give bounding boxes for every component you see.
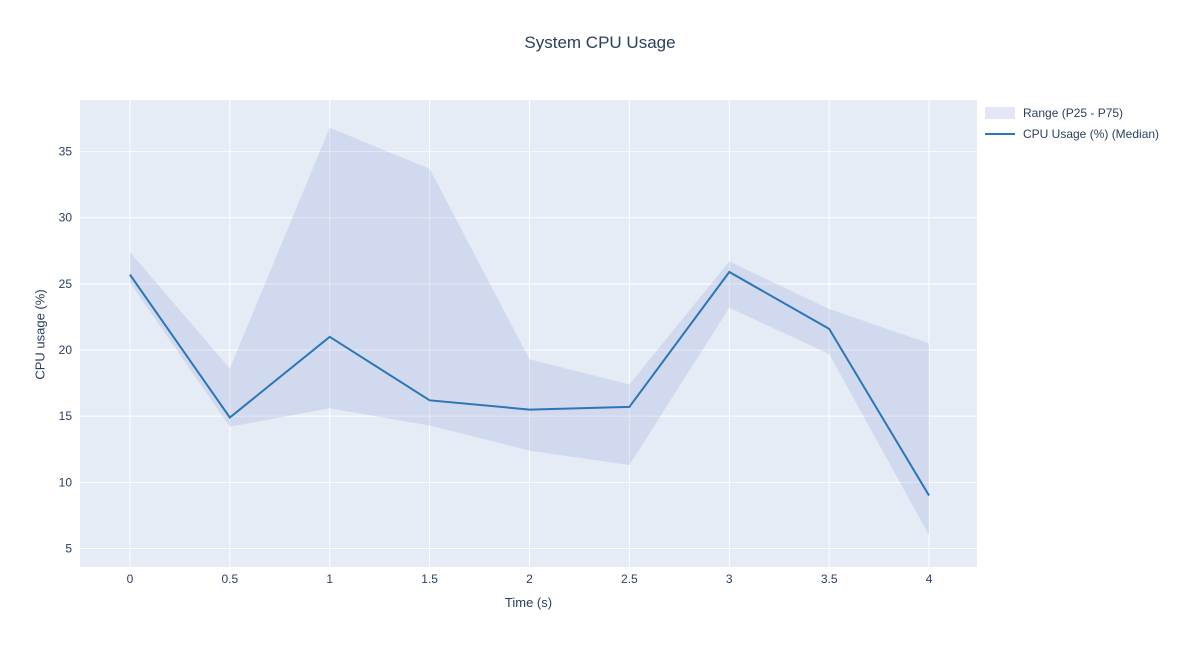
x-tick-label: 2 (526, 572, 533, 586)
legend: Range (P25 - P75) CPU Usage (%) (Median) (985, 106, 1159, 141)
chart-title: System CPU Usage (524, 33, 676, 52)
x-tick-label: 1 (326, 572, 333, 586)
x-tick-label: 0 (127, 572, 134, 586)
y-tick-label: 25 (59, 277, 73, 291)
y-tick-label: 20 (59, 343, 73, 357)
y-tick-label: 15 (59, 409, 73, 423)
median-line (129, 270, 930, 497)
legend-label: Range (P25 - P75) (1023, 106, 1124, 120)
x-tick-label: 0.5 (221, 572, 238, 586)
y-tick-label: 35 (59, 145, 73, 159)
y-tick-label: 30 (59, 211, 73, 225)
y-tick-label: 10 (59, 475, 73, 489)
legend-item-median[interactable]: CPU Usage (%) (Median) (985, 127, 1159, 141)
x-tick-label: 4 (926, 572, 933, 586)
legend-label: CPU Usage (%) (Median) (1023, 127, 1160, 141)
x-tick-label: 1.5 (421, 572, 438, 586)
line-swatch-icon (985, 133, 1015, 135)
x-tick-label: 3.5 (821, 572, 838, 586)
y-axis-title: CPU usage (%) (32, 289, 48, 380)
range-band (129, 127, 930, 536)
x-axis-title: Time (s) (504, 595, 553, 610)
legend-item-range[interactable]: Range (P25 - P75) (985, 106, 1159, 120)
y-tick-label: 5 (65, 541, 72, 555)
x-tick-label: 3 (726, 572, 733, 586)
x-tick-label: 2.5 (621, 572, 638, 586)
band-swatch-icon (985, 107, 1015, 119)
